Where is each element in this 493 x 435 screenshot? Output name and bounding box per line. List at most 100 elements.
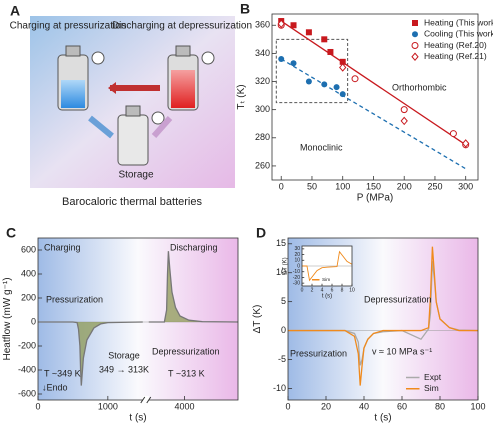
x-tick-label: 150 — [366, 182, 381, 192]
panel-label: C — [6, 225, 16, 241]
discharging-label: Discharging at depressurization — [112, 21, 252, 32]
point — [305, 29, 312, 36]
x-tick-label: 6 — [331, 287, 334, 293]
plot-background — [38, 238, 238, 400]
point — [277, 19, 285, 29]
fit-line — [280, 58, 467, 170]
x-axis-label: t (s) — [374, 413, 391, 424]
legend-label: Heating (Ref.21) — [424, 51, 487, 61]
charging-label: Charging at pressurization — [10, 21, 127, 32]
annotation: Monoclinic — [300, 142, 343, 152]
y-tick-label: 10 — [294, 258, 300, 264]
annotation: Depressurization — [364, 294, 432, 304]
y-tick-label: 280 — [255, 132, 270, 142]
y-tick-label: 300 — [255, 104, 270, 114]
chart-panel: B 260 280 300 320 340 360 0 50 100 150 200 250 300 P (… — [236, 1, 493, 204]
point — [305, 78, 312, 85]
legend-marker — [411, 42, 419, 49]
battery-storage — [117, 105, 165, 166]
point — [333, 84, 340, 91]
battery-charging — [57, 45, 105, 111]
x-tick-label: 4000 — [174, 402, 194, 412]
fit-line — [280, 20, 467, 146]
x-tick-label: 40 — [359, 402, 369, 412]
plot-frame — [301, 245, 353, 287]
y-tick-label: 260 — [255, 160, 270, 170]
y-tick-label: 30 — [294, 246, 300, 252]
x-tick-label: 300 — [458, 182, 473, 192]
legend-marker — [412, 20, 418, 26]
plot-frame — [287, 237, 479, 401]
panel-a: A Charging at pressurization Discharging… — [10, 3, 252, 208]
arrow-head — [108, 82, 116, 94]
legend-label: Heating (This work) — [424, 17, 493, 27]
y-tick-label: -5 — [278, 354, 286, 364]
x-tick-label: 100 — [470, 402, 485, 412]
point — [321, 36, 328, 43]
y-tick-label: 340 — [255, 48, 270, 58]
y-tick-label: -600 — [18, 388, 36, 398]
annotation: T ~349 K — [44, 368, 81, 378]
y-tick-label: -20 — [293, 275, 300, 281]
plot-frame — [37, 237, 239, 401]
caption: Barocaloric thermal batteries — [62, 196, 203, 208]
panel-label: D — [256, 225, 266, 241]
annotation: Charging — [44, 242, 81, 252]
point — [339, 58, 346, 65]
annotation: Discharging — [170, 242, 218, 252]
x-tick-label: 2 — [311, 287, 314, 293]
y-tick-label: -10 — [293, 269, 300, 275]
point — [278, 56, 285, 63]
annotation: 349 → 313K — [99, 364, 149, 374]
annotation: Storage — [108, 350, 140, 360]
annotation: T ~313 K — [168, 368, 205, 378]
x-tick-label: 50 — [307, 182, 317, 192]
annotation: Pressurization — [46, 294, 103, 304]
point — [462, 139, 470, 148]
x-tick-label: 0 — [279, 182, 284, 192]
y-tick-label: 400 — [21, 268, 36, 278]
y-tick-label: 360 — [255, 20, 270, 30]
y-tick-label: 0 — [297, 263, 300, 269]
y-tick-label: 200 — [21, 292, 36, 302]
legend-marker — [411, 52, 419, 62]
panel-label: A — [10, 3, 20, 19]
point — [339, 63, 347, 72]
x-axis-label: t (s) — [322, 294, 332, 300]
x-tick-label: 100 — [335, 182, 350, 192]
line — [302, 250, 353, 282]
point — [351, 75, 359, 83]
x-tick-label: 8 — [341, 287, 344, 293]
arrow — [151, 116, 173, 138]
axis-break-mark — [140, 396, 152, 404]
x-tick-label: 1000 — [98, 402, 118, 412]
x-tick-label: 0 — [301, 287, 304, 293]
x-axis-label: t (s) — [129, 413, 146, 424]
plot-background — [272, 14, 478, 180]
point — [321, 81, 328, 88]
y-tick-label: 0 — [281, 325, 286, 335]
x-tick-label: 4 — [321, 287, 324, 293]
arrow — [88, 115, 114, 139]
x-tick-label: 80 — [435, 402, 445, 412]
annotation: v ≈ 10 MPa s⁻¹ — [372, 346, 432, 356]
point — [327, 48, 334, 55]
highlight-box — [275, 38, 349, 104]
point — [400, 106, 408, 114]
legend-label: Heating (Ref.20) — [424, 40, 487, 50]
point — [290, 60, 297, 67]
x-tick-label: 250 — [427, 182, 442, 192]
plot-frame — [271, 13, 479, 181]
x-tick-label: 20 — [321, 402, 331, 412]
point — [400, 116, 408, 126]
y-tick-label: -400 — [18, 364, 36, 374]
y-axis-label: Tₜ (K) — [236, 84, 247, 109]
legend-label: Cooling (This work) — [424, 29, 493, 39]
y-tick-label: -10 — [273, 383, 286, 393]
x-tick-label: 0 — [285, 402, 290, 412]
annotation: Orthorhombic — [392, 82, 447, 92]
storage-label: Storage — [118, 170, 153, 181]
annotation: Pressurization — [290, 348, 347, 358]
